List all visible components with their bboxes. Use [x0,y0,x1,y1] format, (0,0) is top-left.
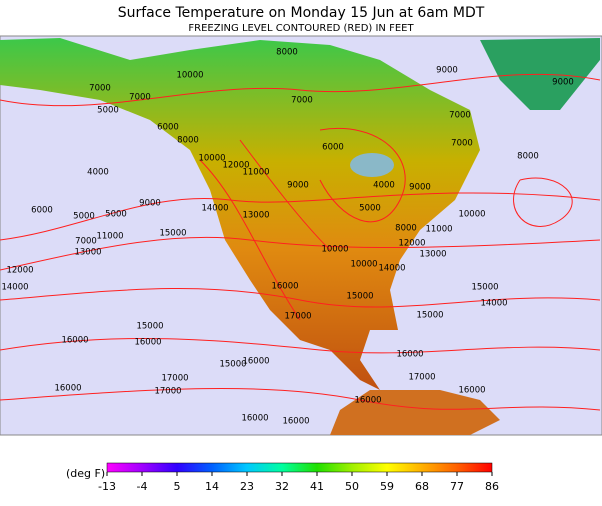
contour-label: 15000 [416,311,443,321]
contour-label: 7000 [75,237,97,247]
contour-label: 16000 [54,384,81,394]
contour-label: 9000 [287,181,309,191]
contour-label: 16000 [354,396,381,406]
contour-label: 5000 [359,204,381,214]
contour-label: 5000 [97,106,119,116]
contour-label: 10000 [198,154,225,164]
contour-label: 16000 [271,282,298,292]
contour-label: 10000 [321,245,348,255]
tick-label: 77 [450,480,464,493]
contour-label: 17000 [408,373,435,383]
contour-labels: 8000 10000 9000 7000 7000 7000 9000 5000 6000 800… [1,48,573,427]
contour-label: 16000 [241,414,268,424]
legend-unit: (deg F) [66,467,105,480]
contour-label: 11000 [242,168,269,178]
contour-label: 15000 [219,360,246,370]
south-america [330,390,500,435]
contour-label: 16000 [61,336,88,346]
contour-label: 15000 [136,322,163,332]
contour-label: 6000 [322,143,344,153]
tick-label: -4 [137,480,148,493]
contour-label: 8000 [517,152,539,162]
contour-label: 5000 [73,212,95,222]
contour-label: 15000 [471,283,498,293]
contour-label: 17000 [284,312,311,322]
subtitle: FREEZING LEVEL CONTOURED (RED) IN FEET [188,23,414,34]
contour-label: 14000 [480,299,507,309]
contour-label: 7000 [129,93,151,103]
contour-label: 4000 [373,181,395,191]
contour-label: 10000 [458,210,485,220]
contour-label: 8000 [395,224,417,234]
contour-label: 4000 [87,168,109,178]
colorbar [106,462,493,473]
contour-label: 6000 [157,123,179,133]
contour-label: 16000 [242,357,269,367]
contour-label: 16000 [396,350,423,360]
tick-label: 68 [415,480,429,493]
tick-label: 23 [240,480,254,493]
contour-label: 9000 [139,199,161,209]
contour-label: 7000 [449,111,471,121]
tick-label: 41 [310,480,324,493]
hudson-bay [350,153,394,177]
contour-label: 12000 [222,161,249,171]
colorbar-ticks: -13 -4 5 14 23 32 41 50 59 68 77 86 [98,472,499,493]
contour-label: 12000 [6,266,33,276]
contour-label: 13000 [74,248,101,258]
contour-label: 9000 [409,183,431,193]
tick-label: 32 [275,480,289,493]
contour-label: 12000 [398,239,425,249]
contour-label: 7000 [451,139,473,149]
contour-label: 17000 [161,374,188,384]
tick-label: 59 [380,480,394,493]
contour-label: 11000 [425,225,452,235]
contour-label: 17000 [154,387,181,397]
contour-label: 16000 [134,338,161,348]
title: Surface Temperature on Monday 15 Jun at … [118,5,485,21]
contour-label: 8000 [276,48,298,58]
contour-label: 9000 [436,66,458,76]
contour-label: 7000 [291,96,313,106]
tick-label: -13 [98,480,116,493]
tick-label: 50 [345,480,359,493]
tick-label: 86 [485,480,499,493]
tick-label: 5 [174,480,181,493]
contour-label: 8000 [177,136,199,146]
contour-label: 13000 [242,211,269,221]
contour-label: 14000 [201,204,228,214]
contour-label: 15000 [346,292,373,302]
contours [0,73,601,411]
contour-label: 16000 [458,386,485,396]
contour-label: 5000 [105,210,127,220]
contour-label: 7000 [89,84,111,94]
contour-label: 13000 [419,250,446,260]
contour-label: 6000 [31,206,53,216]
contour-label: 11000 [96,232,123,242]
map: 8000 10000 9000 7000 7000 7000 9000 5000 6000 800… [0,35,602,436]
contour-label: 10000 [176,71,203,81]
contour-label: 14000 [378,264,405,274]
contour-label: 15000 [159,229,186,239]
contour-label: 14000 [1,283,28,293]
tick-label: 14 [205,480,219,493]
contour-label: 16000 [282,417,309,427]
contour-label: 9000 [552,78,574,88]
contour-label: 10000 [350,260,377,270]
